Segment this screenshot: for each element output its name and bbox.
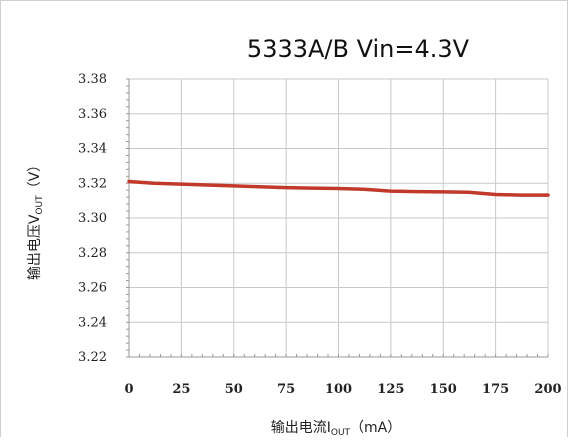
x-tick-label: 100 bbox=[325, 382, 352, 397]
y-tick-label: 3.30 bbox=[78, 211, 107, 226]
y-tick-label: 3.38 bbox=[78, 72, 107, 87]
chart-title: 5333A/B Vin=4.3V bbox=[247, 35, 470, 63]
x-tick-label: 75 bbox=[277, 382, 295, 397]
x-tick-label: 25 bbox=[172, 382, 190, 397]
y-tick-label: 3.26 bbox=[78, 281, 107, 296]
grid-layer bbox=[128, 78, 549, 358]
y-axis-title-unit: （V） bbox=[27, 158, 43, 196]
y-tick-label: 3.22 bbox=[78, 350, 107, 365]
y-tick-label: 3.24 bbox=[78, 315, 107, 330]
tick-label-layer: 3.38 3.36 3.34 3.32 3.30 3.28 3.26 3.24 3.22 0 25 5… bbox=[78, 72, 562, 397]
x-tick-label: 150 bbox=[430, 382, 457, 397]
y-tick-label: 3.36 bbox=[78, 107, 107, 122]
x-axis-title-unit: （mA） bbox=[350, 420, 401, 436]
x-tick-label: 175 bbox=[482, 382, 509, 397]
series-layer bbox=[127, 179, 550, 197]
axis-layer bbox=[126, 78, 549, 358]
y-axis-title: 输出电压VOUT（V） bbox=[27, 158, 45, 280]
x-axis-title-main: 输出电流I bbox=[271, 420, 331, 436]
y-axis-title-main: 输出电压V bbox=[27, 214, 43, 280]
x-tick-label: 125 bbox=[377, 382, 404, 397]
y-tick-label: 3.28 bbox=[78, 246, 107, 261]
x-tick-label: 200 bbox=[534, 382, 561, 397]
x-axis-title-sub: OUT bbox=[331, 428, 351, 438]
y-tick-label: 3.32 bbox=[78, 176, 107, 191]
series-line bbox=[127, 179, 550, 197]
x-tick-label: 50 bbox=[225, 382, 243, 397]
x-tick-label: 0 bbox=[124, 382, 133, 397]
x-axis-title: 输出电流IOUT（mA） bbox=[271, 420, 402, 438]
y-axis-title-sub: OUT bbox=[35, 195, 45, 215]
y-tick-label: 3.34 bbox=[78, 142, 107, 157]
